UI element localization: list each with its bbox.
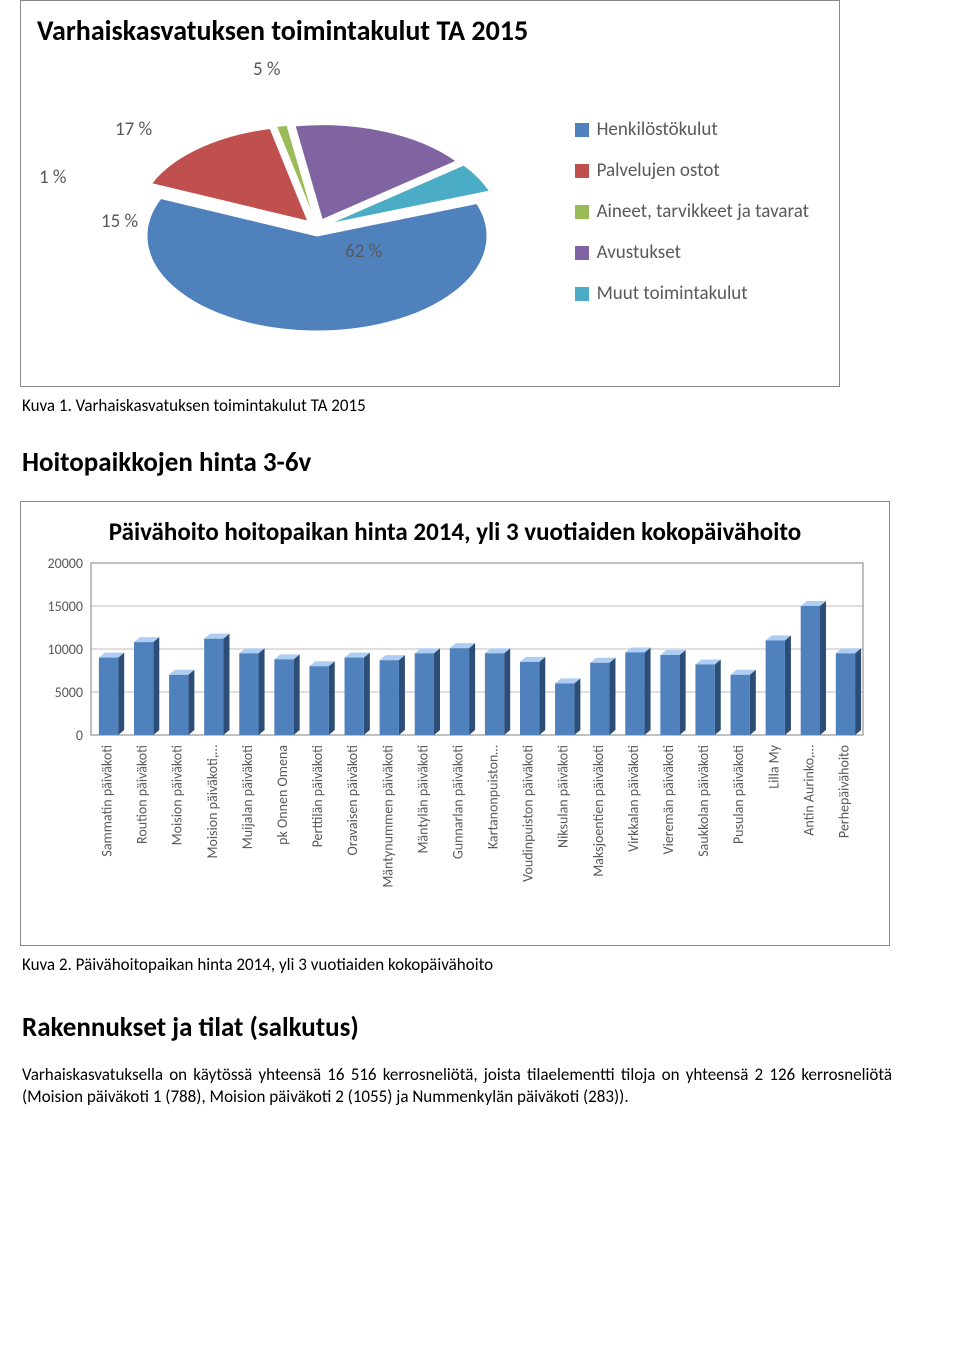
pie-chart-container: Varhaiskasvatuksen toimintakulut TA 2015… xyxy=(20,0,840,387)
pie-legend: Henkilöstökulut Palvelujen ostot Aineet, t… xyxy=(575,118,809,305)
svg-text:Roution päiväkoti: Roution päiväkoti xyxy=(134,745,151,844)
bar-chart-container: Päivähoito hoitopaikan hinta 2014, yli 3… xyxy=(20,501,890,946)
pie-label-62: 62 % xyxy=(345,240,382,263)
legend-item: Aineet, tarvikkeet ja tavarat xyxy=(575,200,809,223)
legend-label: Aineet, tarvikkeet ja tavarat xyxy=(597,200,809,223)
svg-text:Pusulan päiväkoti: Pusulan päiväkoti xyxy=(730,745,747,844)
svg-text:Sammatin päiväkoti: Sammatin päiväkoti xyxy=(99,745,116,857)
pie-label-5: 5 % xyxy=(253,58,281,81)
legend-item: Henkilöstökulut xyxy=(575,118,809,141)
svg-text:Virkkalan päiväkoti: Virkkalan päiväkoti xyxy=(625,745,642,852)
svg-text:Perhepäivähoito: Perhepäivähoito xyxy=(835,745,852,838)
legend-label: Avustukset xyxy=(597,241,681,264)
svg-text:Perttilän päiväkoti: Perttilän päiväkoti xyxy=(309,745,326,848)
svg-text:Moision päiväkoti,…: Moision päiväkoti,… xyxy=(204,745,221,859)
pie-chart-area: 62 % 15 % 1 % 17 % 5 % Henkilöstökulut Pa… xyxy=(37,58,823,368)
legend-label: Muut toimintakulut xyxy=(597,282,748,305)
svg-text:Moision päiväkoti: Moision päiväkoti xyxy=(169,745,186,846)
bar-chart-title: Päivähoito hoitopaikan hinta 2014, yli 3… xyxy=(35,516,875,547)
legend-swatch xyxy=(575,287,589,301)
svg-text:pk Onnen Omena: pk Onnen Omena xyxy=(274,745,291,845)
section-heading-rakennukset: Rakennukset ja tilat (salkutus) xyxy=(22,1011,960,1044)
figure1-caption: Kuva 1. Varhaiskasvatuksen toimintakulut… xyxy=(22,395,960,416)
legend-swatch xyxy=(575,205,589,219)
svg-text:Oravaisen päiväkoti: Oravaisen päiväkoti xyxy=(344,745,361,856)
svg-text:10000: 10000 xyxy=(48,641,83,658)
svg-text:Kartanonpuiston…: Kartanonpuiston… xyxy=(485,745,502,849)
svg-text:Antin Aurinko,…: Antin Aurinko,… xyxy=(800,745,817,836)
svg-text:15000: 15000 xyxy=(48,598,83,615)
svg-text:Mäntynummen päiväkoti: Mäntynummen päiväkoti xyxy=(379,745,396,888)
pie-chart-title: Varhaiskasvatuksen toimintakulut TA 2015 xyxy=(37,13,823,48)
svg-text:Voudinpuiston päiväkoti: Voudinpuiston päiväkoti xyxy=(520,745,537,882)
section-heading-hoitopaikkojen: Hoitopaikkojen hinta 3-6v xyxy=(22,446,960,479)
figure2-caption: Kuva 2. Päivähoitopaikan hinta 2014, yli… xyxy=(22,954,960,975)
svg-text:Muijalan päiväkoti: Muijalan päiväkoti xyxy=(239,745,256,849)
body-paragraph: Varhaiskasvatuksella on käytössä yhteens… xyxy=(22,1064,892,1108)
svg-text:Mäntylän päiväkoti: Mäntylän päiväkoti xyxy=(414,745,431,854)
svg-text:Saukkolan päiväkoti: Saukkolan päiväkoti xyxy=(695,745,712,857)
svg-text:20000: 20000 xyxy=(48,555,83,572)
pie-label-15: 15 % xyxy=(101,210,138,233)
pie-label-17: 17 % xyxy=(115,118,152,141)
bar-chart-area: 0 5000 10000 15000 20000 Sammatin päiväkoti Ro… xyxy=(35,555,875,935)
legend-swatch xyxy=(575,123,589,137)
legend-item: Muut toimintakulut xyxy=(575,282,809,305)
svg-text:Niksulan päiväkoti: Niksulan päiväkoti xyxy=(555,745,572,848)
legend-item: Avustukset xyxy=(575,241,809,264)
legend-label: Palvelujen ostot xyxy=(597,159,720,182)
svg-text:Gunnarlan päiväkoti: Gunnarlan päiväkoti xyxy=(449,745,466,859)
legend-swatch xyxy=(575,164,589,178)
svg-text:Maksjoentien päiväkoti: Maksjoentien päiväkoti xyxy=(590,745,607,877)
legend-label: Henkilöstökulut xyxy=(597,118,718,141)
legend-swatch xyxy=(575,246,589,260)
svg-text:5000: 5000 xyxy=(55,684,83,701)
bar-chart-svg: 0 5000 10000 15000 20000 Sammatin päiväkoti Ro… xyxy=(35,555,875,935)
svg-text:0: 0 xyxy=(76,727,83,744)
pie-label-1: 1 % xyxy=(39,166,67,189)
svg-text:Lilla My: Lilla My xyxy=(765,745,782,789)
legend-item: Palvelujen ostot xyxy=(575,159,809,182)
svg-text:Vieremän päiväkoti: Vieremän päiväkoti xyxy=(660,745,677,855)
